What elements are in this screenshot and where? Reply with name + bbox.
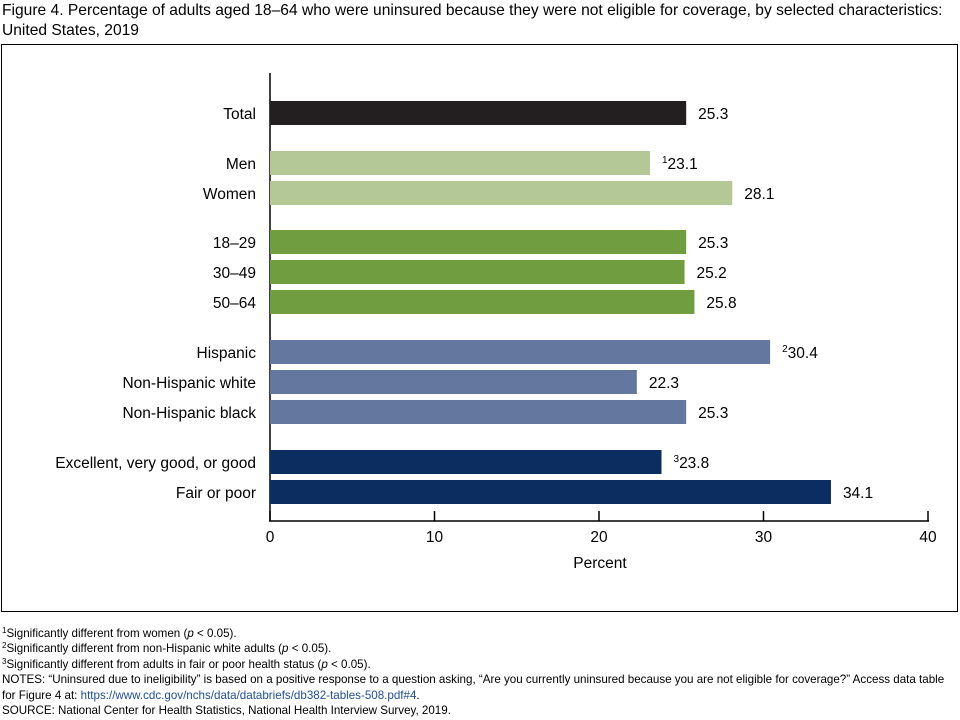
x-axis-title: Percent xyxy=(573,555,627,572)
bar xyxy=(270,400,687,424)
bar xyxy=(270,290,695,314)
bar xyxy=(270,340,771,364)
category-label: 18–29 xyxy=(213,235,256,252)
figure-title: Figure 4. Percentage of adults aged 18–6… xyxy=(2,2,943,39)
x-tick-label: 0 xyxy=(266,529,275,546)
category-label: Fair or poor xyxy=(176,485,256,502)
x-tick-label: 20 xyxy=(590,529,608,546)
bar xyxy=(270,181,733,205)
category-label: Non-Hispanic white xyxy=(122,375,256,392)
bar xyxy=(270,101,687,125)
data-table-link[interactable]: https://www.cdc.gov/nchs/data/databriefs… xyxy=(80,688,417,702)
bar xyxy=(270,450,662,474)
value-label: 25.3 xyxy=(698,106,728,123)
x-tick-label: 30 xyxy=(755,529,773,546)
notes-text: NOTES: “Uninsured due to ineligibility” … xyxy=(2,673,945,702)
category-label: Total xyxy=(223,106,256,123)
value-label: 25.3 xyxy=(698,405,728,422)
value-label: 230.4 xyxy=(782,344,818,362)
bar xyxy=(270,151,650,175)
category-label: Men xyxy=(226,156,256,173)
footnote-2: 2Significantly different from non-Hispan… xyxy=(2,641,332,656)
value-label: 323.8 xyxy=(674,454,710,472)
value-label: 22.3 xyxy=(649,375,679,392)
category-label: 30–49 xyxy=(213,265,256,282)
bar-chart: Total 25.3 Men 123.1 Women 28.1 18–29 25.3 30–49… xyxy=(55,73,937,572)
category-label: Excellent, very good, or good xyxy=(55,455,256,472)
bar xyxy=(270,230,687,254)
category-label: Hispanic xyxy=(197,345,257,362)
x-tick-label: 10 xyxy=(426,529,444,546)
value-label: 34.1 xyxy=(843,485,873,502)
value-label: 123.1 xyxy=(662,155,698,173)
value-label: 25.3 xyxy=(698,235,728,252)
category-label: Women xyxy=(203,186,256,203)
source-text: SOURCE: National Center for Health Stati… xyxy=(2,704,451,718)
chart-frame: Total 25.3 Men 123.1 Women 28.1 18–29 25.3 30–49… xyxy=(1,44,958,612)
value-label: 25.8 xyxy=(706,295,736,312)
bar xyxy=(270,370,637,394)
footnote-1: 1Significantly different from women (p <… xyxy=(2,626,237,641)
value-label: 25.2 xyxy=(697,265,727,282)
x-tick-label: 40 xyxy=(919,529,937,546)
bar xyxy=(270,260,685,284)
footnotes: 1Significantly different from women (p <… xyxy=(2,626,952,718)
footnote-3: 3Significantly different from adults in … xyxy=(2,656,371,671)
value-label: 28.1 xyxy=(744,186,774,203)
category-label: 50–64 xyxy=(213,295,256,312)
category-label: Non-Hispanic black xyxy=(122,405,256,422)
bar xyxy=(270,480,831,504)
